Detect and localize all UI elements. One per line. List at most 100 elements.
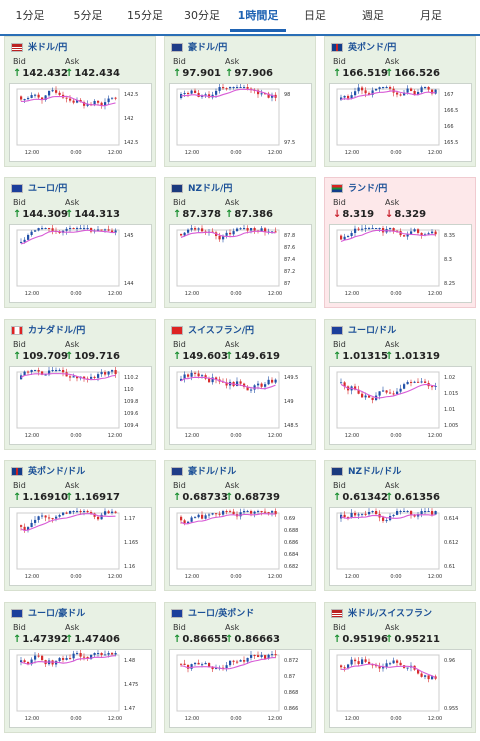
currency-card[interactable]: 米ドル/円 Bid Ask ↑142.432 ↑142.434 142.5 142 142.5… <box>4 36 156 167</box>
candle-body <box>340 97 343 100</box>
eu-flag-icon <box>331 326 343 335</box>
candle-body <box>410 381 413 383</box>
y-axis-tick: 1.015 <box>444 391 458 397</box>
candle-body <box>107 653 110 655</box>
mini-chart[interactable]: 0.872 0.87 0.868 0.866 12:00 0:00 12:00 <box>169 649 312 728</box>
pair-title[interactable]: カナダドル/円 <box>11 324 85 338</box>
mini-chart[interactable]: 1.02 1.015 1.01 1.005 12:00 0:00 12:00 <box>329 366 472 445</box>
pair-title[interactable]: 豪ドル/ドル <box>171 465 236 479</box>
mini-chart[interactable]: 87.8 87.6 87.4 87.2 87 12:00 0:00 12:00 <box>169 224 312 303</box>
candle-body <box>76 511 79 512</box>
mini-chart[interactable]: 110.2 110 109.8 109.6 109.4 12:00 0:00 12:00 <box>9 366 152 445</box>
tab-monthly[interactable]: 月足 <box>420 9 442 22</box>
candle-body <box>229 511 232 513</box>
pair-title[interactable]: ユーロ/円 <box>11 182 67 196</box>
candle-body <box>229 87 232 89</box>
candle-body <box>104 372 107 375</box>
pair-title[interactable]: NZドル/円 <box>171 182 232 196</box>
candle-body <box>183 93 186 95</box>
mini-chart[interactable]: 1.48 1.475 1.47 12:00 0:00 12:00 <box>9 649 152 728</box>
mini-chart[interactable]: 8.35 8.3 8.25 12:00 0:00 12:00 <box>329 224 472 303</box>
candle-body <box>232 231 235 235</box>
bid-label: Bid <box>13 198 26 207</box>
candle-body <box>114 511 117 513</box>
bid-price: ↑1.47392 <box>13 634 68 645</box>
mini-chart[interactable]: 98 97.5 12:00 0:00 12:00 <box>169 83 312 162</box>
pair-title[interactable]: 米ドル/円 <box>11 41 67 55</box>
pair-title[interactable]: 英ポンド/ドル <box>11 465 85 479</box>
pair-title[interactable]: スイスフラン/円 <box>171 324 254 338</box>
candle-body <box>413 229 416 232</box>
pair-title[interactable]: ユーロ/豪ドル <box>11 607 85 621</box>
tab-30min[interactable]: 30分足 <box>184 9 220 22</box>
currency-card[interactable]: 英ポンド/円 Bid Ask ↑166.519 ↑166.526 167 166.5 166 1… <box>324 36 476 167</box>
mini-chart[interactable]: 167 166.5 166 165.5 12:00 0:00 12:00 <box>329 83 472 162</box>
currency-card[interactable]: 英ポンド/ドル Bid Ask ↑1.16910 ↑1.16917 1.17 1.165 1.… <box>4 460 156 591</box>
mini-chart[interactable]: 1.17 1.165 1.16 12:00 0:00 12:00 <box>9 507 152 586</box>
currency-card[interactable]: 豪ドル/ドル Bid Ask ↑0.68733 ↑0.68739 0.69 0.688 0.6… <box>164 460 316 591</box>
x-axis-tick: 12:00 <box>108 716 122 722</box>
currency-card[interactable]: NZドル/円 Bid Ask ↑87.378 ↑87.386 87.8 87.6 87.4 87… <box>164 177 316 308</box>
currency-card[interactable]: NZドル/ドル Bid Ask ↑0.61342 ↑0.61356 0.614 0.612 0… <box>324 460 476 591</box>
mini-chart[interactable]: 142.5 142 142.5 12:00 0:00 12:00 <box>9 83 152 162</box>
tab-1hour[interactable]: 1時間足 <box>230 0 286 32</box>
currency-card[interactable]: 米ドル/スイスフラン Bid Ask ↑0.95196 ↑0.95211 0.96 0.95… <box>324 602 476 733</box>
candle-body <box>406 667 409 669</box>
candle-body <box>90 512 93 514</box>
mini-chart[interactable]: 0.69 0.688 0.686 0.684 0.682 12:00 0:00 12:00 <box>169 507 312 586</box>
mini-chart[interactable]: 145 144 12:00 0:00 12:00 <box>9 224 152 303</box>
currency-card[interactable]: ユーロ/円 Bid Ask ↑144.309 ↑144.313 145 144 12:00 0:… <box>4 177 156 308</box>
candle-body <box>368 93 371 95</box>
tab-1min[interactable]: 1分足 <box>15 9 45 22</box>
bid-price-value: 1.47392 <box>22 634 68 645</box>
pair-title[interactable]: ランド/円 <box>331 182 387 196</box>
candle-body <box>431 511 434 515</box>
mini-chart[interactable]: 0.614 0.612 0.61 12:00 0:00 12:00 <box>329 507 472 586</box>
pair-title[interactable]: 米ドル/スイスフラン <box>331 607 432 621</box>
currency-card[interactable]: スイスフラン/円 Bid Ask ↑149.603 ↑149.619 149.5 149 14… <box>164 319 316 450</box>
x-axis-tick: 12:00 <box>25 150 39 156</box>
tab-weekly[interactable]: 週足 <box>362 9 384 22</box>
mini-chart[interactable]: 149.5 149 148.5 12:00 0:00 12:00 <box>169 366 312 445</box>
candle-body <box>104 654 107 656</box>
pair-title[interactable]: 英ポンド/円 <box>331 41 396 55</box>
candle-body <box>218 87 221 91</box>
candle-body <box>427 87 430 90</box>
candle-body <box>187 664 190 669</box>
nz-flag-icon <box>331 467 343 476</box>
candle-body <box>347 236 350 238</box>
candle-body <box>403 235 406 237</box>
candle-body <box>424 675 427 677</box>
candle-body <box>253 228 256 231</box>
candle-body <box>194 90 197 93</box>
candle-body <box>51 518 54 520</box>
mini-chart[interactable]: 0.96 0.955 12:00 0:00 12:00 <box>329 649 472 728</box>
candle-body <box>107 229 110 231</box>
currency-card[interactable]: ユーロ/英ポンド Bid Ask ↑0.86655 ↑0.86663 0.872 0.87 0… <box>164 602 316 733</box>
arrow-up-icon: ↑ <box>173 68 182 79</box>
pair-title[interactable]: 豪ドル/円 <box>171 41 227 55</box>
pair-title[interactable]: ユーロ/英ポンド <box>171 607 254 621</box>
x-axis-tick: 12:00 <box>428 433 442 439</box>
pair-title[interactable]: ユーロ/ドル <box>331 324 396 338</box>
ask-label: Ask <box>65 623 80 632</box>
candle-body <box>354 228 357 233</box>
tab-15min[interactable]: 15分足 <box>127 9 163 22</box>
y-axis-tick: 87.4 <box>284 257 295 263</box>
tab-daily[interactable]: 日足 <box>304 9 326 22</box>
candle-body <box>90 654 93 659</box>
ask-label: Ask <box>225 198 240 207</box>
currency-card[interactable]: ユーロ/ドル Bid Ask ↑1.01315 ↑1.01319 1.02 1.015 1.0… <box>324 319 476 450</box>
currency-card[interactable]: 豪ドル/円 Bid Ask ↑97.901 ↑97.906 98 97.5 12:00 0:00… <box>164 36 316 167</box>
currency-card[interactable]: カナダドル/円 Bid Ask ↑109.709 ↑109.716 110.2 110 109… <box>4 319 156 450</box>
candle-body <box>343 667 346 669</box>
candle-body <box>83 102 86 106</box>
y-axis-tick: 166 <box>444 124 454 130</box>
candle-body <box>34 370 37 371</box>
pair-title[interactable]: NZドル/ドル <box>331 465 401 479</box>
tab-5min[interactable]: 5分足 <box>73 9 103 22</box>
currency-card[interactable]: ユーロ/豪ドル Bid Ask ↑1.47392 ↑1.47406 1.48 1.475 1.… <box>4 602 156 733</box>
currency-card[interactable]: ランド/円 Bid Ask ↓8.319 ↓8.329 8.35 8.3 8.25 12:00 0… <box>324 177 476 308</box>
candle-body <box>434 511 437 515</box>
arrow-up-icon: ↑ <box>65 351 74 362</box>
